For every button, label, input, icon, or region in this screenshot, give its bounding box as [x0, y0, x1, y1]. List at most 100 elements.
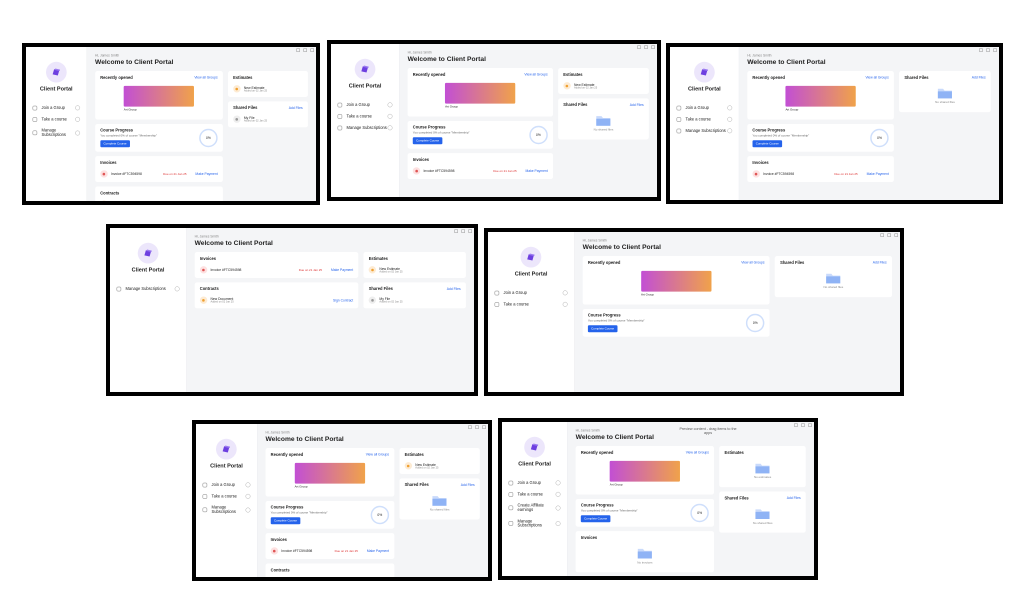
list-row: New Estimate Added on 02 Jan 25 — [563, 82, 643, 90]
card-link[interactable]: Add Files — [460, 482, 475, 487]
nav-item[interactable]: Take a course — [196, 491, 257, 502]
card-link[interactable]: View all Groups — [741, 260, 765, 265]
card: Estimates No estimates — [719, 446, 806, 488]
nav-item[interactable]: Create Affiliate earnings — [502, 500, 567, 516]
window-button — [979, 48, 983, 52]
nav-item[interactable]: Take a course — [670, 114, 739, 125]
card-link[interactable]: Add Files — [786, 496, 801, 500]
window-controls — [794, 423, 812, 427]
course-button[interactable]: Complete Course — [100, 140, 130, 148]
progress-ring: 0% — [690, 503, 709, 523]
nav-item[interactable]: Manage Subscriptions — [670, 125, 739, 136]
course-text: You completed 0% of course "Membership" — [580, 508, 638, 513]
nav-item[interactable]: Join a Group — [196, 479, 257, 490]
course-button[interactable]: Complete Course — [270, 517, 301, 525]
nav-item[interactable]: Take a course — [488, 299, 574, 310]
nav-item[interactable]: Join a Group — [26, 102, 87, 113]
window-button — [887, 233, 891, 237]
course-button[interactable]: Complete Course — [752, 140, 783, 148]
row-action[interactable]: Sign Contract — [369, 579, 389, 581]
screenshot-frame: Client Portal Join a Group Take a course Ma… — [666, 43, 1003, 204]
greeting: Hi, James Smith — [265, 430, 290, 435]
icon-dot — [202, 268, 205, 272]
row-text: New Estimate Added on 02 Jan 25 — [244, 86, 303, 92]
row-icon — [270, 547, 279, 555]
course-button[interactable]: Complete Course — [412, 137, 443, 145]
card: Shared Files Add Files My File Added on 02 … — [363, 282, 466, 309]
card-link[interactable]: View all Groups — [865, 75, 889, 80]
nav-item[interactable]: Join a Group — [488, 287, 574, 298]
empty-text: No shared files — [429, 507, 450, 512]
nav-item[interactable]: Manage Subscriptions — [110, 283, 186, 294]
nav-arrow — [727, 116, 733, 122]
column: Shared Files Add Files No shared files — [774, 256, 892, 337]
course-row: Course Progress You completed 0% of cours… — [100, 128, 218, 148]
course-button[interactable]: Complete Course — [580, 515, 611, 523]
nav-item[interactable]: Manage Subscriptions — [26, 125, 87, 141]
window-controls — [979, 48, 997, 52]
window-controls — [296, 48, 314, 52]
portal-window: Client Portal Join a Group Take a course Cr… — [502, 422, 814, 576]
nav-label: Manage Subscriptions — [41, 128, 66, 138]
card-title: Shared Files — [563, 102, 588, 108]
column: Recently opened View all Groups Art Group C… — [95, 71, 223, 205]
progress-ring: 0% — [199, 128, 218, 148]
nav-item[interactable]: Join a Group — [331, 99, 399, 110]
card-title: Estimates — [404, 452, 424, 457]
course-button[interactable]: Complete Course — [587, 325, 618, 333]
main-area: Hi, James Smith Welcome to Client Portal R… — [257, 424, 488, 577]
nav-item[interactable]: Take a course — [502, 489, 567, 500]
main-area: Hi, James Smith Welcome to Client Portal R… — [575, 232, 900, 392]
card: Course Progress You completed 0% of cours… — [95, 123, 223, 152]
card-link[interactable]: Add Files — [971, 75, 986, 80]
row-action[interactable]: Sign Contract — [197, 202, 218, 205]
nav-icon — [508, 492, 514, 497]
row-name: New Estimate — [573, 82, 595, 87]
card-title: Course Progress — [587, 313, 621, 318]
card-title: Invoices — [752, 160, 769, 166]
row-icon — [199, 266, 208, 274]
row-action[interactable]: Make Payment — [195, 172, 218, 176]
card-header: Invoices — [752, 161, 888, 165]
row-action[interactable]: Make Payment — [330, 267, 354, 272]
card-link[interactable]: View all Groups — [524, 72, 548, 77]
card-link[interactable]: Add Files — [288, 105, 303, 110]
nav-item[interactable]: Take a course — [26, 114, 87, 125]
columns: Recently opened View all Groups Art Group C… — [582, 256, 892, 337]
card-title: Shared Files — [724, 496, 749, 501]
nav-item[interactable]: Manage Subscriptions — [196, 502, 257, 518]
row-sub: Added on 02 Jan 25 — [573, 86, 598, 89]
card-title: Course Progress — [270, 505, 304, 510]
card-link[interactable]: View all Groups — [194, 75, 218, 80]
group-thumbnail — [785, 85, 856, 107]
row-action[interactable]: Make Payment — [525, 169, 548, 173]
columns: Invoices Invoice #FTC594598 Due on 21 Jan … — [194, 252, 466, 309]
card-link[interactable]: Add Files — [446, 286, 461, 291]
card-title: Recently opened — [100, 75, 133, 80]
brand-name: Client Portal — [688, 85, 721, 92]
row-action[interactable]: Make Payment — [366, 549, 390, 553]
card-title: Estimates — [724, 450, 744, 455]
card-link[interactable]: View all Groups — [365, 452, 390, 457]
nav-icon — [508, 505, 514, 511]
nav-item[interactable]: Join a Group — [502, 477, 567, 488]
card-header: Estimates — [369, 256, 461, 260]
column: Estimates New Estimate Added on 02 Jan 25 S… — [558, 68, 649, 179]
card-link[interactable]: View all Groups — [685, 450, 709, 455]
nav-item[interactable]: Manage Subscriptions — [331, 122, 399, 133]
row-action[interactable]: Sign Contract — [332, 298, 354, 302]
icon-dot — [754, 172, 758, 176]
row-sub: Added on 02 Jan 25 — [415, 466, 439, 469]
row-action[interactable]: Make Payment — [866, 172, 889, 176]
row-name: Invoice #FTC594598 — [110, 172, 142, 176]
nav-item[interactable]: Take a course — [331, 111, 399, 122]
nav-item[interactable]: Manage Subscriptions — [502, 516, 567, 532]
card-link[interactable]: Add Files — [872, 260, 887, 265]
list-row: New Estimate Added on 02 Jan 25 — [368, 266, 461, 274]
portal-window: Client Portal Join a Group Take a course Hi… — [488, 232, 900, 392]
card-link[interactable]: Add Files — [629, 102, 644, 107]
nav-item[interactable]: Join a Group — [670, 102, 739, 113]
window-button — [880, 233, 884, 237]
